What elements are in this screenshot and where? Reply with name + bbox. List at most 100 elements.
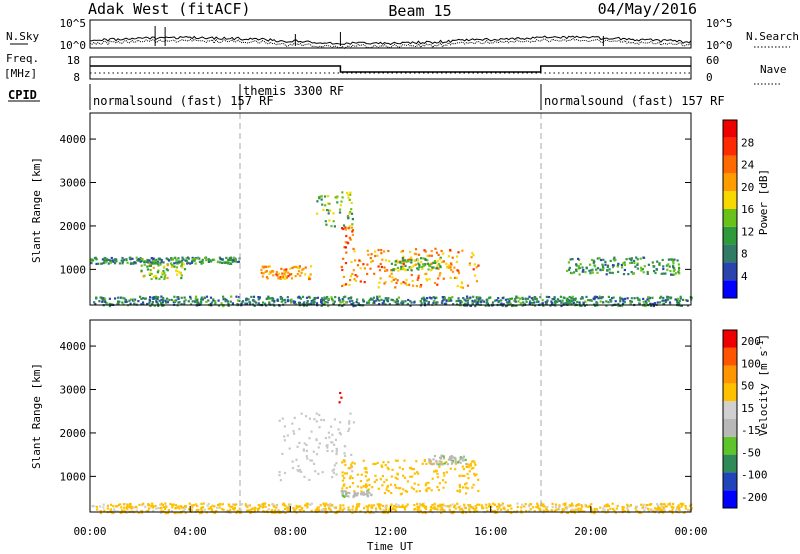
power-cell [596, 271, 599, 274]
velocity-cell [308, 417, 311, 420]
power-cell [221, 258, 224, 261]
velocity-cell [661, 506, 664, 509]
power-cell [154, 297, 157, 300]
velocity-cell [201, 506, 205, 509]
power-cell [571, 272, 574, 275]
power-colorbar-swatch [723, 244, 737, 263]
velocity-cell [228, 504, 231, 507]
power-cell [666, 298, 670, 301]
power-cell [630, 259, 633, 262]
power-cell [651, 261, 654, 264]
power-cell [475, 296, 478, 299]
velocity-cell [459, 474, 462, 477]
power-cell [197, 301, 200, 304]
power-cell [566, 299, 569, 302]
power-cell [667, 258, 670, 261]
velocity-cell [640, 503, 643, 506]
power-cell [117, 300, 120, 303]
velocity-cell [650, 508, 653, 512]
velocity-cell [437, 504, 440, 507]
velocity-cell [304, 504, 307, 507]
power-cell [430, 297, 433, 300]
power-cell [476, 301, 479, 304]
power-cell [193, 300, 196, 303]
power-cell [528, 302, 531, 305]
power-cell [450, 299, 453, 302]
power-cell [682, 298, 685, 301]
velocity-cell [333, 443, 336, 446]
power-cell [98, 300, 101, 303]
power-cell [462, 297, 465, 300]
velocity-cell [404, 489, 407, 492]
velocity-cell [304, 415, 308, 418]
velocity-cell [413, 482, 416, 485]
velocity-cell [395, 503, 398, 506]
power-cell [473, 263, 476, 266]
velocity-cell [150, 502, 154, 505]
power-cell [466, 284, 470, 287]
velocity-cell [444, 481, 447, 484]
power-cell [515, 304, 518, 307]
power-cell [664, 300, 667, 303]
power-cell [405, 260, 408, 263]
power-cell [376, 297, 379, 300]
power-cell [205, 259, 208, 262]
power-cell [585, 266, 588, 269]
power-cell [428, 263, 432, 266]
power-cell [599, 296, 602, 299]
power-cell [230, 295, 233, 298]
power-cell [556, 298, 560, 301]
velocity-cell [196, 510, 199, 513]
velocity-cell [381, 504, 384, 508]
power-cell [450, 263, 453, 266]
velocity-cell [410, 467, 413, 471]
velocity-colorbar-swatch [723, 454, 737, 473]
velocity-cell [359, 493, 363, 496]
power-cell [299, 297, 302, 300]
velocity-cell [229, 511, 232, 514]
power-cell [595, 296, 598, 299]
power-cell [166, 301, 169, 304]
velocity-cell [366, 510, 370, 513]
power-cell [521, 296, 524, 299]
power-cell [366, 263, 369, 266]
power-cell [647, 299, 650, 303]
power-cell [348, 212, 351, 215]
power-cell [598, 257, 601, 260]
power-cell [312, 302, 315, 305]
power-cell [671, 260, 675, 263]
velocity-cell [374, 462, 377, 466]
power-cell [109, 261, 112, 264]
power-cell [619, 300, 622, 303]
power-cell [359, 267, 362, 270]
power-cell [409, 250, 412, 253]
velocity-cell [365, 493, 369, 496]
velocity-cell [508, 504, 511, 508]
velocity-cell [463, 474, 466, 477]
power-cell [351, 233, 354, 236]
velocity-cell [248, 509, 251, 512]
velocity-cell [222, 508, 225, 512]
power-cell [439, 272, 442, 275]
power-cell [156, 260, 160, 263]
velocity-cell [419, 502, 422, 506]
velocity-cell [626, 507, 629, 510]
power-cell [621, 266, 624, 269]
power-cell [344, 241, 347, 244]
power-cell [638, 302, 641, 305]
velocity-cell [301, 507, 304, 510]
velocity-cell [262, 510, 265, 513]
power-cell [292, 300, 295, 303]
power-cell [377, 248, 380, 252]
power-cell [417, 276, 420, 279]
power-cell [150, 272, 153, 275]
velocity-cell [439, 508, 442, 511]
power-cell [327, 297, 330, 300]
power-cell [428, 278, 431, 281]
velocity-cell [157, 507, 160, 510]
power-cell [394, 260, 398, 263]
velocity-cell [312, 462, 316, 465]
power-cell [327, 212, 330, 215]
power-cell [449, 276, 452, 279]
velocity-cell [660, 504, 663, 507]
